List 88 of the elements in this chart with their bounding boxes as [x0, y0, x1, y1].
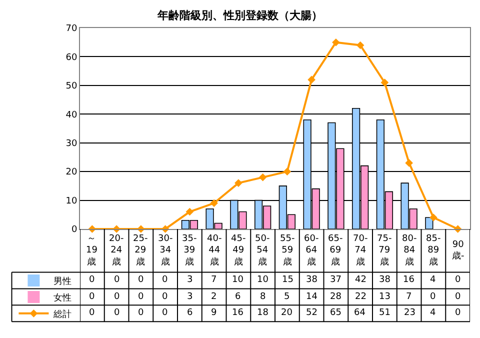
data-label: 64	[354, 308, 366, 318]
x-tick-label: 55- 59 歳	[280, 234, 295, 268]
y-tick-label: 40	[66, 110, 78, 120]
data-label: 0	[89, 308, 95, 318]
point	[186, 208, 194, 216]
legend-label: 男性	[54, 276, 72, 287]
data-label: 14	[306, 292, 318, 302]
x-tick-label: 70- 74 歳	[353, 234, 368, 268]
x-tick-label: 90 歳-	[452, 240, 464, 262]
data-label: 0	[455, 308, 461, 318]
data-label: 5	[284, 292, 290, 302]
data-label: 0	[138, 308, 144, 318]
x-tick-label: 85- 89 歳	[426, 234, 441, 268]
data-label: 4	[430, 308, 436, 318]
x-tick-label: 25- 29 歳	[133, 234, 148, 268]
data-label: 10	[232, 275, 244, 285]
data-label: 0	[162, 275, 168, 285]
x-tick-label: 30- 34 歳	[158, 234, 173, 268]
data-label: 28	[330, 292, 342, 302]
y-tick-label: 50	[66, 82, 78, 92]
x-tick-label: 20- 24 歳	[109, 234, 124, 268]
x-tick-label: 50- 54 歳	[255, 234, 270, 268]
data-label: 13	[379, 292, 390, 302]
point	[258, 173, 267, 182]
x-tick-label: 60- 64 歳	[304, 234, 319, 268]
point	[380, 78, 389, 86]
y-tick-label: 0	[71, 225, 78, 236]
data-label: 16	[403, 275, 415, 285]
data-label: 65	[330, 308, 342, 318]
x-tick-label: 80- 84 歳	[402, 234, 417, 268]
point	[332, 38, 340, 46]
data-label: 38	[379, 275, 391, 285]
y-tick-label: 20	[66, 168, 78, 178]
data-label: 9	[211, 308, 217, 318]
legend-label: 総計	[52, 308, 72, 320]
data-label: 0	[162, 308, 168, 318]
data-label: 0	[114, 292, 120, 302]
data-label: 0	[89, 275, 95, 285]
data-label: 22	[355, 292, 366, 302]
data-label: 2	[211, 292, 217, 302]
data-label: 0	[430, 292, 436, 302]
legend-label: 女性	[54, 292, 72, 304]
data-label: 18	[257, 308, 269, 318]
data-label: 37	[330, 275, 342, 285]
point	[210, 199, 218, 208]
y-tick-label: 30	[66, 139, 78, 150]
y-tick-label: 70	[66, 24, 78, 34]
data-label: 6	[235, 292, 241, 302]
data-label: 0	[455, 275, 461, 285]
data-label: 52	[306, 308, 318, 318]
chart-title: 年齢階級別、性別登録数（大腸）	[156, 9, 322, 22]
point	[405, 159, 413, 167]
point	[356, 41, 364, 50]
data-label: 0	[114, 275, 120, 285]
x-tick-label: 75- 79 歳	[377, 234, 392, 268]
data-label: 10	[257, 275, 269, 285]
data-label: 0	[138, 275, 144, 285]
data-label: 0	[114, 308, 120, 318]
data-label: 6	[187, 308, 193, 318]
data-label: 23	[404, 308, 416, 318]
point	[308, 76, 316, 84]
data-label: 0	[162, 292, 168, 302]
point	[430, 214, 438, 222]
data-label: 0	[455, 292, 461, 302]
x-tick-label: 40- 44 歳	[207, 234, 222, 268]
data-label: 16	[232, 308, 244, 318]
data-label: 38	[306, 275, 318, 285]
y-tick-label: 60	[66, 52, 78, 63]
data-label: 0	[138, 292, 144, 302]
x-tick-label: ～ 19 歳	[86, 234, 98, 268]
data-label: 42	[355, 275, 366, 285]
data-label: 0	[89, 292, 95, 302]
data-label: 8	[260, 292, 266, 302]
bar	[425, 217, 434, 229]
point	[234, 179, 242, 187]
x-tick-label: 65- 69 歳	[328, 234, 343, 268]
point	[283, 168, 292, 176]
data-label: 15	[282, 275, 294, 285]
y-tick-label: 10	[66, 196, 78, 206]
x-tick-label: 45- 49 歳	[231, 234, 246, 268]
data-label: 20	[281, 308, 293, 318]
data-label: 7	[406, 292, 412, 302]
data-label: 7	[211, 275, 217, 285]
data-label: 51	[379, 308, 390, 318]
x-tick-label: 35- 39 歳	[182, 234, 197, 268]
data-label: 4	[430, 275, 436, 285]
data-label: 3	[187, 292, 193, 302]
data-label: 3	[187, 275, 193, 285]
